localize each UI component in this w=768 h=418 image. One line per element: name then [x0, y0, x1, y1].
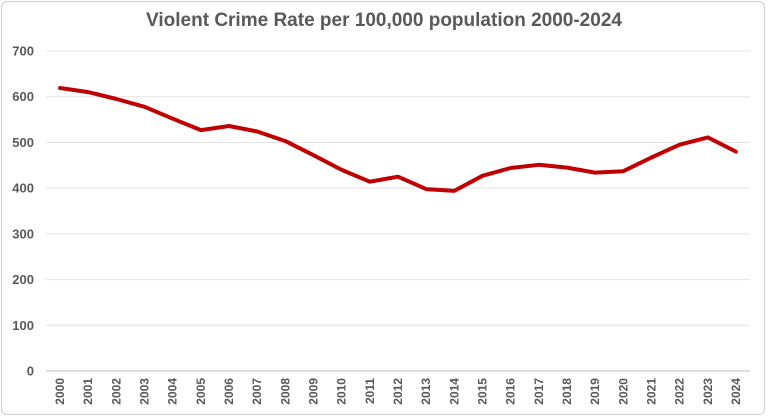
data-point — [87, 91, 89, 93]
x-tick-label: 2017 — [532, 378, 546, 405]
data-point — [228, 125, 230, 127]
data-point — [510, 167, 512, 169]
data-point — [538, 164, 540, 166]
data-point — [679, 144, 681, 146]
y-tick-label: 600 — [12, 89, 34, 104]
x-tick-label: 2014 — [447, 378, 461, 405]
x-tick-label: 2018 — [560, 378, 574, 405]
x-tick-label: 2002 — [109, 378, 123, 405]
x-tick-label: 2015 — [475, 378, 489, 405]
x-tick-label: 2021 — [644, 378, 658, 405]
data-point — [735, 151, 737, 153]
x-tick-label: 2009 — [307, 378, 321, 405]
data-point — [284, 140, 286, 142]
data-point — [144, 106, 146, 108]
x-tick-label: 2023 — [701, 378, 715, 405]
x-tick-label: 2004 — [166, 378, 180, 405]
x-tick-label: 2022 — [673, 378, 687, 405]
data-point — [566, 167, 568, 169]
x-tick-label: 2013 — [419, 378, 433, 405]
x-tick-label: 2005 — [194, 378, 208, 405]
x-tick-label: 2001 — [81, 378, 95, 405]
x-tick-label: 2010 — [335, 378, 349, 405]
x-tick-label: 2007 — [250, 378, 264, 405]
y-tick-label: 400 — [12, 181, 34, 196]
data-point — [481, 175, 483, 177]
data-point — [707, 136, 709, 138]
y-tick-label: 700 — [12, 44, 34, 59]
series-layer — [58, 86, 738, 193]
data-point — [650, 157, 652, 159]
x-tick-label: 2006 — [222, 378, 236, 405]
data-point — [425, 188, 427, 190]
x-tick-label: 2008 — [278, 378, 292, 405]
x-tick-label: 2020 — [616, 378, 630, 405]
y-tick-label: 200 — [12, 272, 34, 287]
data-point — [341, 169, 343, 171]
y-tick-label: 100 — [12, 318, 34, 333]
x-tick-label: 2019 — [588, 378, 602, 405]
series-line — [58, 86, 738, 193]
data-point — [369, 181, 371, 183]
data-point — [256, 130, 258, 132]
data-point — [172, 118, 174, 120]
data-point — [59, 87, 61, 89]
data-point — [115, 98, 117, 100]
data-point — [200, 129, 202, 131]
y-tick-label: 500 — [12, 135, 34, 150]
x-tick-label: 2000 — [53, 378, 67, 405]
x-axis-ticks: 2000 2001 2002 2003 2004 2005 2006 2007 2008 2009… — [53, 378, 743, 405]
x-tick-label: 2016 — [504, 378, 518, 405]
x-tick-label: 2012 — [391, 378, 405, 405]
y-axis-ticks: 0 100 200 300 400 500 600 700 — [12, 44, 34, 379]
x-tick-label: 2011 — [363, 378, 377, 404]
x-tick-label: 2024 — [729, 378, 743, 405]
data-point — [453, 190, 455, 192]
gridlines — [46, 50, 750, 372]
data-point — [594, 172, 596, 174]
chart-title: Violent Crime Rate per 100,000 populatio… — [146, 10, 622, 31]
x-tick-label: 2003 — [138, 378, 152, 405]
data-point — [313, 154, 315, 156]
data-point — [397, 176, 399, 178]
y-tick-label: 300 — [12, 226, 34, 241]
y-tick-label: 0 — [27, 364, 34, 379]
data-point — [622, 170, 624, 172]
